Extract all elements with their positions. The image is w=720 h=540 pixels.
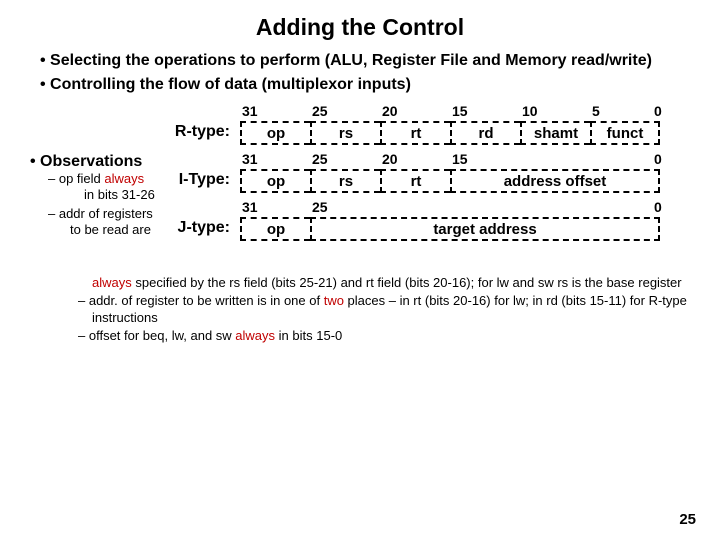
rtype-row: op rs rt rd shamt funct — [240, 121, 660, 145]
rtype-op: op — [240, 121, 310, 145]
bullet-flow: Controlling the flow of data (multiplexo… — [40, 75, 690, 95]
instruction-formats: 31 25 20 15 10 5 0 R-type: op rs rt rd s… — [30, 103, 690, 275]
itype-rt: rt — [380, 169, 450, 193]
bit-5: 5 — [592, 103, 600, 119]
label-itype: I-Type: — [30, 171, 230, 189]
rtype-rd: rd — [450, 121, 520, 145]
txt-s3b: always — [235, 328, 275, 343]
obs-offset: offset for beq, lw, and sw always in bit… — [78, 328, 690, 344]
bullet-observations: Observations — [30, 153, 142, 171]
bullet-ops: Selecting the operations to perform (ALU… — [40, 51, 690, 71]
txt-s1b: specified by the rs field (bits 25-21) a… — [132, 275, 682, 290]
bit-25-j: 25 — [312, 199, 328, 215]
bit-25: 25 — [312, 103, 328, 119]
bit-0-i: 0 — [654, 151, 662, 167]
rtype-rs: rs — [310, 121, 380, 145]
itype-row: op rs rt address offset — [240, 169, 660, 193]
txt-s2a: addr. of register to be written is in on… — [89, 293, 324, 308]
rtype-shamt: shamt — [520, 121, 590, 145]
jtype-op: op — [240, 217, 310, 241]
bit-15-i: 15 — [452, 151, 468, 167]
txt-s1a: always — [92, 275, 132, 290]
obs-write-reg: addr. of register to be written is in on… — [78, 293, 690, 326]
label-rtype: R-type: — [30, 123, 230, 141]
bit-10: 10 — [522, 103, 538, 119]
bit-15: 15 — [452, 103, 468, 119]
rtype-funct: funct — [590, 121, 660, 145]
txt-o1c: in bits 31-26 — [62, 187, 155, 202]
bit-20-i: 20 — [382, 151, 398, 167]
txt-s3a: offset for beq, lw, and sw — [89, 328, 235, 343]
bit-31-i: 31 — [242, 151, 258, 167]
bit-25-i: 25 — [312, 151, 328, 167]
txt-s3c: in bits 15-0 — [275, 328, 342, 343]
jtype-target: target address — [310, 217, 660, 241]
txt-s2b: two — [324, 293, 344, 308]
jtype-row: op target address — [240, 217, 660, 241]
itype-addr: address offset — [450, 169, 660, 193]
obs-cont-1: always specified by the rs field (bits 2… — [92, 275, 690, 291]
bit-0-j: 0 — [654, 199, 662, 215]
bit-31: 31 — [242, 103, 258, 119]
page-number: 25 — [679, 511, 696, 528]
itype-op: op — [240, 169, 310, 193]
bit-0: 0 — [654, 103, 662, 119]
bit-31-j: 31 — [242, 199, 258, 215]
itype-rs: rs — [310, 169, 380, 193]
label-jtype: J-type: — [30, 219, 230, 237]
rtype-rt: rt — [380, 121, 450, 145]
page-title: Adding the Control — [30, 14, 690, 41]
bit-20: 20 — [382, 103, 398, 119]
